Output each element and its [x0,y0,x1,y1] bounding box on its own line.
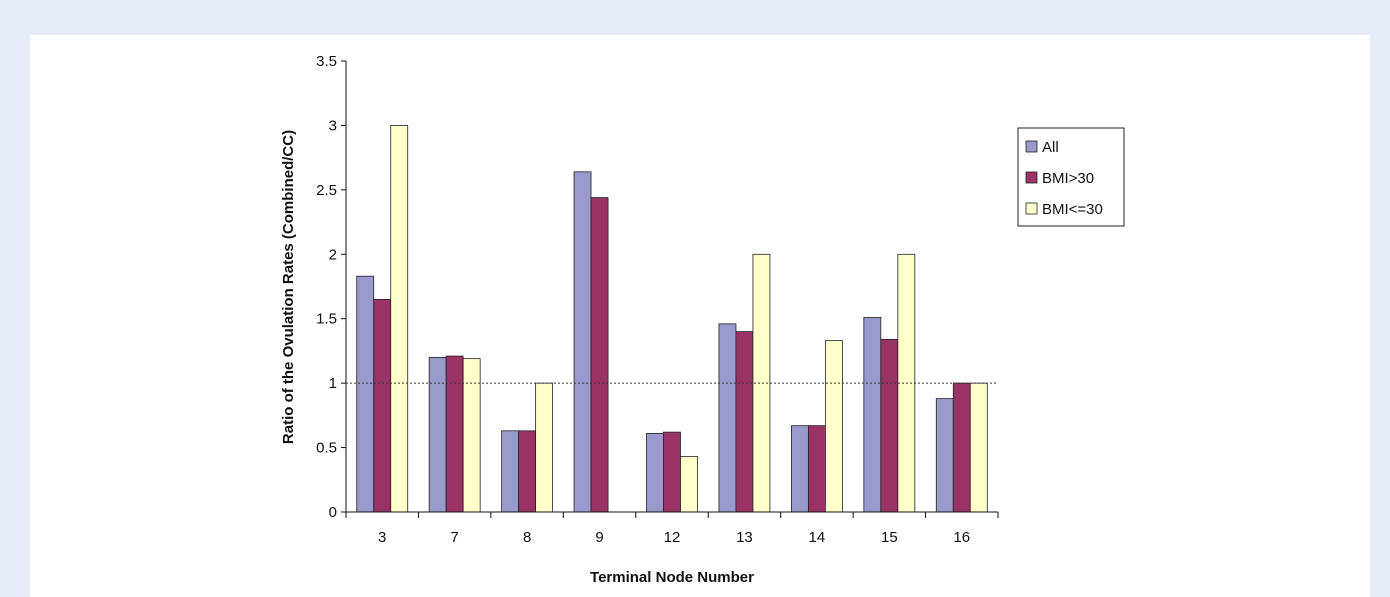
legend-swatch [1025,171,1038,184]
bar-14-2 [824,340,843,513]
bar-3-0 [356,275,375,513]
bar-7-1 [445,355,464,513]
bar-15-1 [880,338,899,513]
x-tick-label: 14 [809,529,826,546]
legend-label: BMI>30 [1042,170,1094,187]
y-tick-label: 3.5 [316,53,337,70]
x-tick-label: 8 [523,529,531,546]
x-tick-label: 9 [595,529,603,546]
y-tick-label: 1.5 [316,311,337,328]
bar-16-1 [952,382,971,513]
y-tick-label: 3 [329,117,337,134]
bar-12-1 [663,431,681,513]
x-axis-title: Terminal Node Number [590,569,754,586]
x-tick-label: 15 [881,529,898,546]
bar-8-2 [535,382,554,513]
legend-label: All [1042,139,1059,156]
y-axis-ticks: 0 0.5 1 1.5 2 2.5 3 3.5 [316,53,346,521]
y-tick-label: 0.5 [316,440,337,457]
bar-14-0 [790,425,809,513]
x-tick-label: 13 [736,529,753,546]
bar-8-1 [518,430,537,513]
y-tick-label: 1 [329,375,337,392]
legend-label: BMI<=30 [1042,201,1103,218]
bar-13-0 [718,323,737,513]
y-axis-title: Ratio of the Ovulation Rates (Combined/C… [280,130,297,444]
bars [356,125,988,513]
legend: All BMI>30 BMI<=30 [1017,127,1125,227]
chart-panel [30,35,1370,597]
bar-16-0 [935,398,954,513]
x-tick-label: 12 [664,529,681,546]
legend-swatch [1025,140,1038,153]
y-tick-label: 0 [329,504,337,521]
y-tick-label: 2 [329,246,337,263]
bar-9-1 [590,197,609,513]
bar-15-0 [863,317,882,513]
bar-12-2 [680,456,698,513]
y-tick-label: 2.5 [316,182,337,199]
bar-7-0 [428,356,447,513]
bar-12-0 [646,432,664,513]
bar-7-2 [462,358,481,513]
x-tick-label: 16 [953,529,970,546]
x-axis-ticks: 3 7 8 9 12 13 14 15 16 [345,512,999,546]
bar-14-1 [807,425,826,513]
legend-swatch [1025,202,1038,215]
x-tick-label: 7 [450,529,458,546]
bar-3-1 [373,298,392,513]
bar-16-2 [969,382,988,513]
axes [345,61,998,513]
bar-8-0 [501,430,520,513]
x-tick-label: 3 [378,529,386,546]
bar-3-2 [390,125,409,513]
bar-9-0 [573,171,592,513]
bar-13-1 [735,331,754,513]
